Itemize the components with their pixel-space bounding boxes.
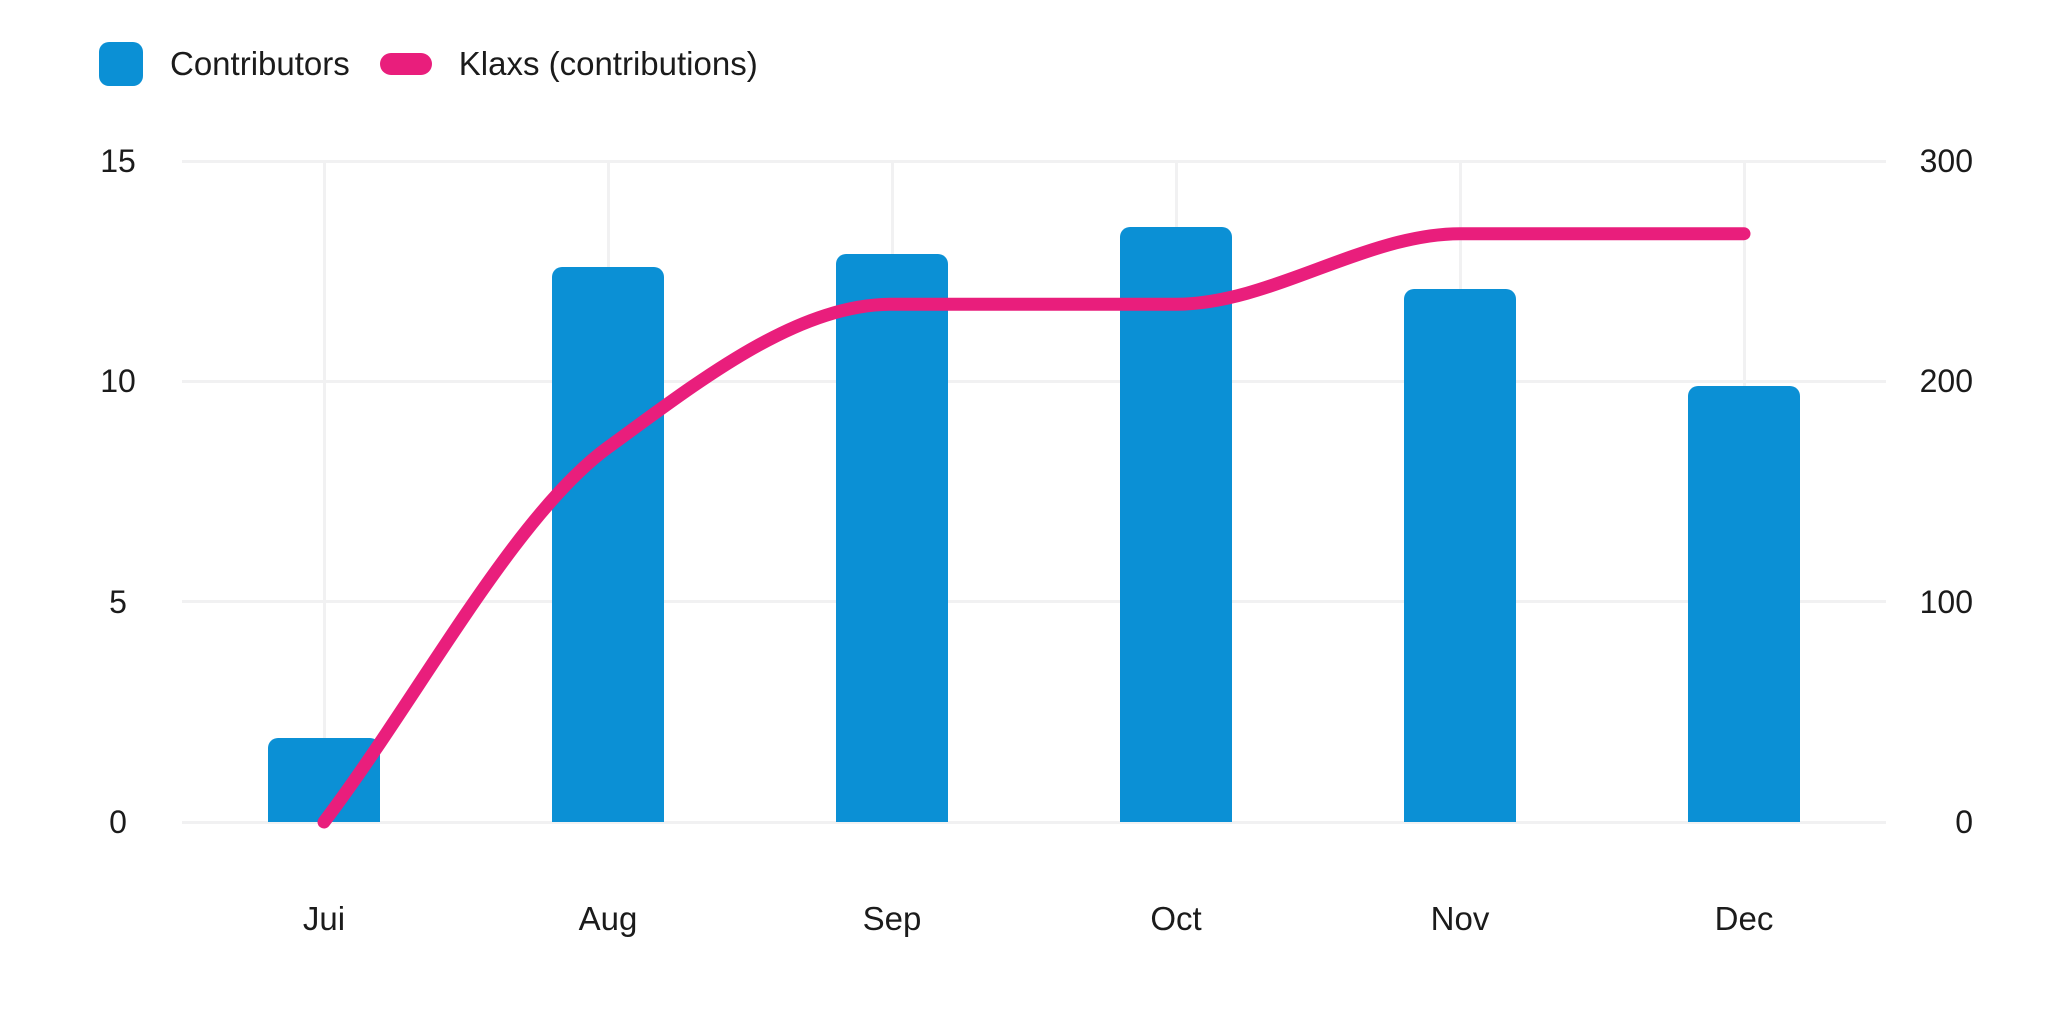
bar-oct — [1120, 227, 1232, 822]
bar-sep — [836, 253, 948, 822]
bar-dec — [1688, 385, 1800, 822]
y-axis-right-tick-200: 200 — [1919, 363, 1973, 400]
bar-series-swatch-icon — [99, 42, 143, 86]
x-axis-tick-aug: Aug — [578, 900, 638, 937]
bar-aug — [552, 266, 664, 822]
chart-legend: Contributors Klaxs (contributions) — [99, 42, 758, 86]
bar-jui — [268, 738, 380, 822]
legend-item-contributors: Contributors — [99, 42, 350, 86]
x-axis-tick-oct: Oct — [1150, 900, 1202, 937]
legend-label-contributors: Contributors — [170, 45, 350, 82]
y-axis-right-tick-0: 0 — [1955, 804, 1973, 840]
x-axis-tick-jui: Jui — [302, 900, 346, 937]
x-axis-tick-sep: Sep — [862, 900, 922, 937]
line-series-path — [317, 227, 1751, 829]
gridline-vertical-Jui — [322, 161, 326, 822]
gridline-horizontal-5 — [182, 600, 1886, 604]
x-axis-tick-dec: Dec — [1714, 900, 1774, 937]
y-axis-left-tick-0: 0 — [109, 804, 127, 840]
y-axis-left-tick-5: 5 — [109, 583, 127, 620]
y-axis-left-tick-15: 15 — [100, 143, 136, 179]
gridline-horizontal-0 — [182, 820, 1886, 824]
y-axis-right-tick-100: 100 — [1919, 583, 1973, 620]
bar-nov — [1404, 288, 1516, 822]
line-series-swatch-icon — [379, 53, 432, 75]
y-axis-left-tick-10: 10 — [100, 363, 136, 400]
gridline-horizontal-15 — [182, 159, 1886, 163]
legend-label-klaxs: Klaxs (contributions) — [458, 45, 758, 82]
legend-item-klaxs: Klaxs (contributions) — [379, 42, 758, 86]
x-axis-tick-nov: Nov — [1430, 900, 1490, 937]
gridline-horizontal-10 — [182, 379, 1886, 383]
y-axis-right-tick-300: 300 — [1919, 143, 1973, 179]
